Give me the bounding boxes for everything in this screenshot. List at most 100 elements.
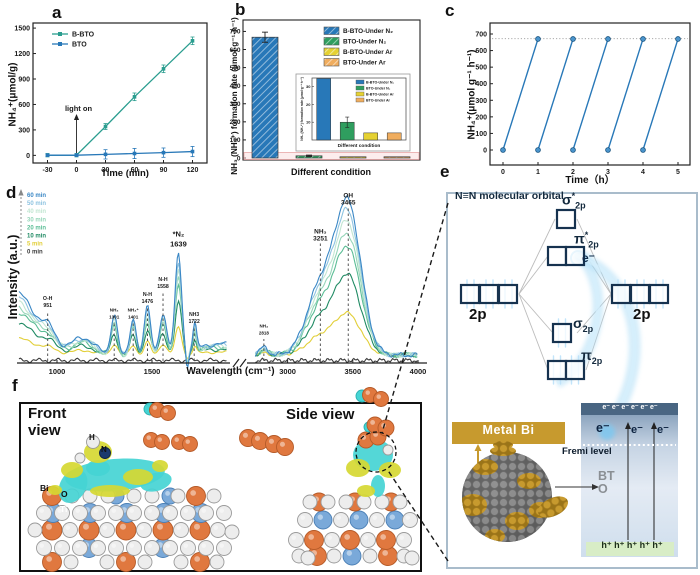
svg-text:300: 300	[475, 98, 487, 105]
svg-text:NH₃: NH₃	[110, 308, 119, 313]
panel-b-plot: 0 100 200 300 400 500 600 700 B-BTO-Under N₂ BTO-…	[230, 19, 421, 162]
atom-label-o: O	[61, 489, 68, 499]
electron-transfer-label: e⁻	[582, 251, 596, 265]
panel-label-d: d	[6, 183, 17, 202]
svg-text:1: 1	[536, 169, 540, 176]
svg-text:light on: light on	[65, 104, 92, 113]
svg-text:10: 10	[306, 120, 311, 125]
panel-label-a: a	[52, 3, 62, 22]
svg-text:700: 700	[230, 29, 241, 36]
svg-text:BTO: BTO	[72, 42, 87, 49]
svg-text:5: 5	[676, 169, 680, 176]
atom-label-n: N	[101, 445, 107, 454]
svg-text:NH₃: NH₃	[314, 229, 326, 236]
panel-f-structure	[19, 387, 422, 572]
svg-text:10 min: 10 min	[27, 234, 46, 240]
svg-text:2: 2	[571, 169, 575, 176]
svg-text:3465: 3465	[341, 200, 356, 207]
svg-text:B-BTO-Under Ar: B-BTO-Under Ar	[366, 93, 394, 97]
svg-text:1639: 1639	[170, 240, 187, 249]
svg-text:1000: 1000	[49, 367, 66, 376]
band-electron-1: e⁻	[596, 421, 610, 435]
svg-text:B-BTO: B-BTO	[72, 32, 95, 39]
svg-text:0: 0	[75, 167, 79, 174]
svg-text:100: 100	[230, 137, 241, 144]
atom-label-h: H	[89, 433, 95, 442]
svg-text:50 min: 50 min	[27, 201, 46, 207]
svg-text:40 min: 40 min	[27, 209, 46, 215]
band-electron-3: e⁻	[657, 424, 669, 436]
atom-label-ti: Ti	[60, 504, 68, 514]
svg-text:200: 200	[475, 114, 487, 121]
svg-text:60 min: 60 min	[27, 193, 46, 199]
fermi-level-label: Fremi level	[562, 446, 612, 457]
band-electron-2: e⁻	[631, 424, 643, 436]
svg-text:30 min: 30 min	[27, 217, 46, 223]
svg-text:400: 400	[230, 83, 241, 90]
svg-text:BTO-Under N₂: BTO-Under N₂	[366, 87, 391, 91]
svg-text:1401: 1401	[128, 315, 139, 320]
pi-label: π2p	[581, 347, 603, 366]
left-2p-label: 2p	[469, 306, 487, 323]
svg-text:0 min: 0 min	[27, 250, 43, 256]
sigma-star-label: σ*2p	[562, 191, 586, 211]
panel-b-ylabel: NH₃ (NH₄⁺) formation rate (μmol·g⁻¹·h⁻¹)	[230, 17, 239, 175]
side-view-label: Side view	[286, 406, 355, 423]
svg-text:200: 200	[230, 119, 241, 126]
pi-star-label: π*2p	[574, 230, 599, 250]
svg-text:3251: 3251	[313, 236, 328, 243]
svg-text:100: 100	[475, 131, 487, 138]
svg-text:Different condition: Different condition	[338, 143, 381, 149]
svg-text:500: 500	[230, 65, 241, 72]
svg-text:NH3: NH3	[189, 312, 199, 318]
svg-text:0: 0	[501, 169, 505, 176]
svg-text:0: 0	[237, 155, 241, 162]
svg-text:20: 20	[306, 102, 311, 107]
svg-text:600: 600	[230, 47, 241, 54]
panel-a-ylabel: NH₄⁺(μmol/g)	[7, 62, 19, 127]
svg-text:*N₂: *N₂	[173, 230, 185, 239]
svg-text:NH₄⁺: NH₄⁺	[128, 308, 140, 313]
svg-text:600: 600	[475, 48, 487, 55]
panel-b-xlabel: Different condition	[291, 167, 371, 177]
band-holes: h⁺ h⁺ h⁺ h⁺ h⁺	[601, 540, 663, 550]
band-top-electrons: e⁻ e⁻ e⁻ e⁻ e⁻ e⁻	[602, 404, 658, 411]
panel-label-c: c	[445, 1, 455, 20]
svg-text:BTO-Under Ar: BTO-Under Ar	[343, 60, 386, 67]
svg-text:N-H: N-H	[143, 292, 152, 298]
svg-text:4: 4	[641, 169, 645, 176]
svg-text:3: 3	[606, 169, 610, 176]
svg-text:B-BTO-Under N₂: B-BTO-Under N₂	[343, 28, 393, 35]
svg-text:1558: 1558	[157, 284, 169, 290]
svg-text:3000: 3000	[279, 367, 296, 376]
panel-c-xlabel: Time（h）	[565, 175, 615, 186]
panel-c-ylabel: NH₄⁺(μmol g⁻¹ h⁻¹)	[466, 49, 478, 140]
svg-text:BTO-Under N₂: BTO-Under N₂	[343, 39, 386, 46]
svg-text:NH₃ (NH₄⁺) formation rate (μmo: NH₃ (NH₄⁺) formation rate (μmol·g⁻¹·h⁻¹)	[300, 77, 304, 140]
panel-d-ylabel: Intensity (a.u.)	[6, 234, 20, 320]
svg-text:120: 120	[187, 167, 199, 174]
svg-text:0: 0	[483, 148, 487, 155]
svg-text:30: 30	[102, 167, 110, 174]
svg-text:900: 900	[18, 77, 30, 84]
svg-text:1500: 1500	[144, 367, 161, 376]
atom-label-bi: Bi	[40, 483, 49, 493]
svg-text:5 min: 5 min	[27, 242, 43, 248]
svg-text:700: 700	[475, 32, 487, 39]
svg-text:300: 300	[18, 127, 30, 134]
svg-text:4000: 4000	[410, 367, 427, 376]
svg-text:3500: 3500	[344, 367, 361, 376]
mo-diagram-title: N≡N molecular orbital	[455, 190, 564, 202]
svg-text:300: 300	[230, 101, 241, 108]
svg-text:BTO-Under Ar: BTO-Under Ar	[366, 99, 391, 103]
svg-text:OH: OH	[343, 193, 353, 200]
panel-label-e: e	[440, 162, 450, 181]
svg-text:1301: 1301	[109, 315, 120, 320]
panel-d-xlabel: Wavelength (cm⁻¹)	[186, 366, 275, 377]
svg-text:30: 30	[306, 84, 311, 89]
svg-text:1200: 1200	[14, 51, 30, 58]
bto-label: BTO	[598, 469, 615, 497]
